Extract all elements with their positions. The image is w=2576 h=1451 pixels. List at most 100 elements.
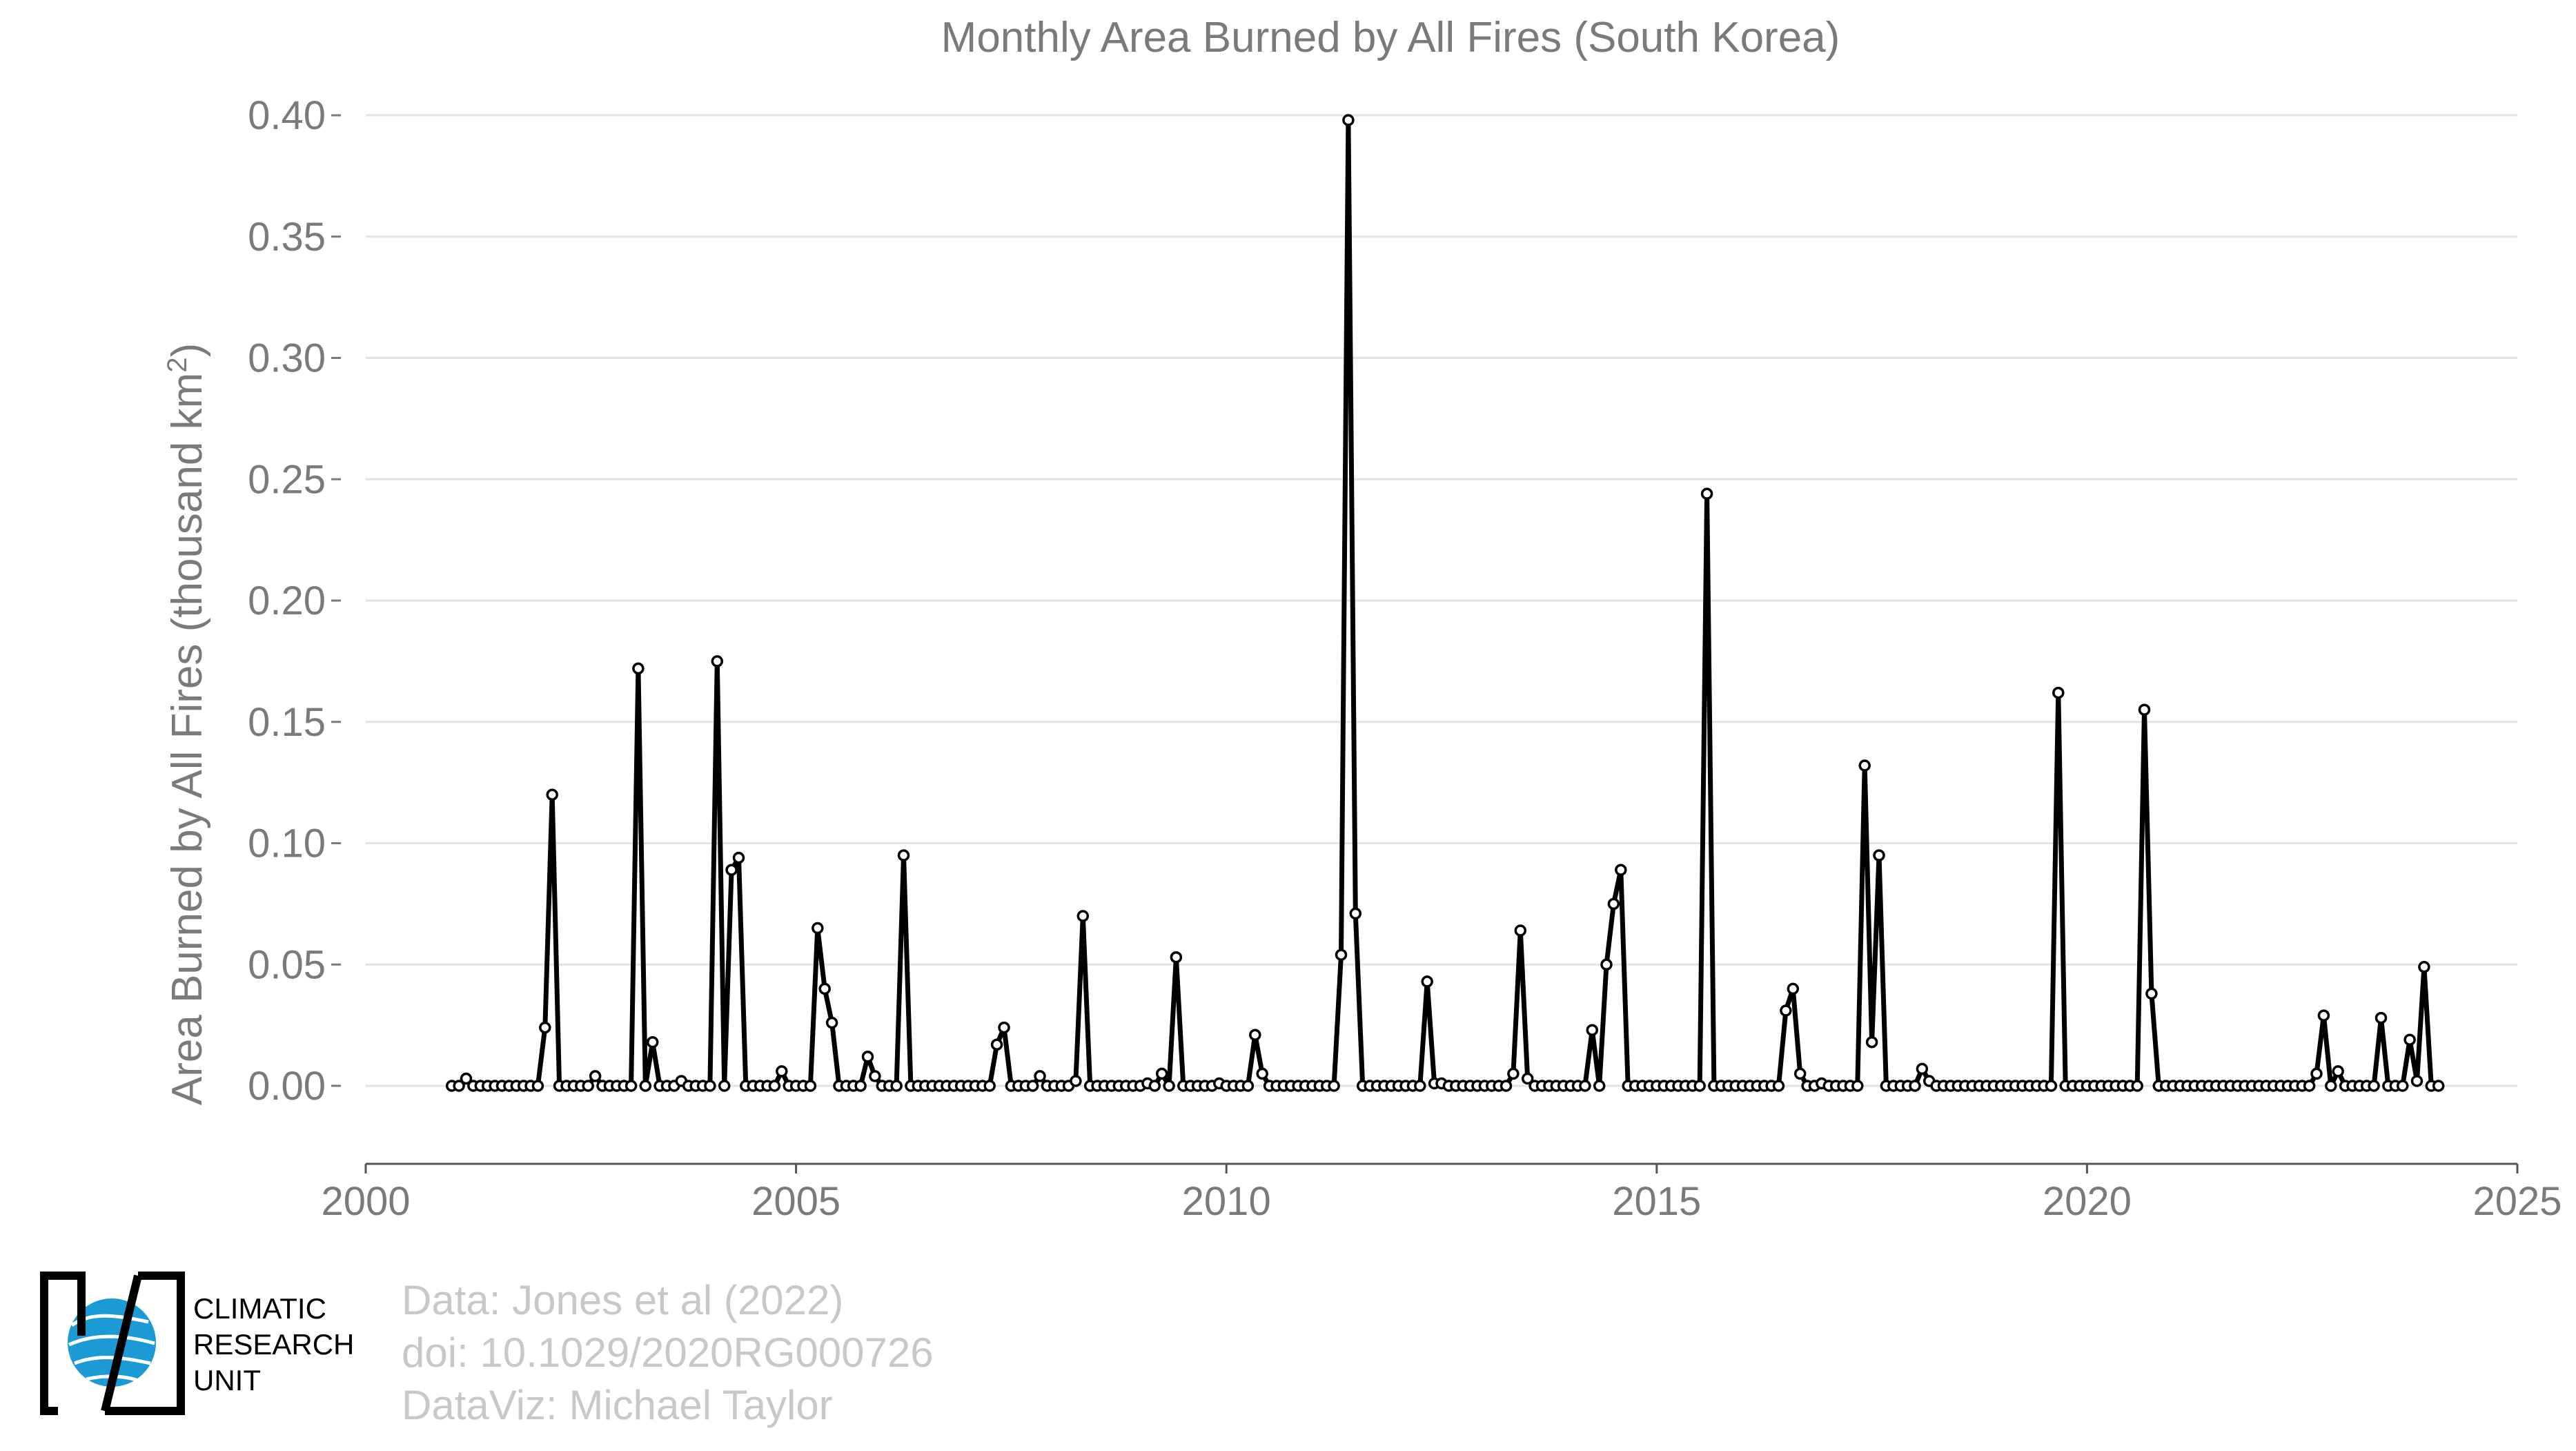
data-point <box>776 1065 788 1078</box>
data-point <box>1328 1080 1340 1092</box>
credit-dataviz: DataViz: Michael Taylor <box>402 1382 833 1428</box>
logo-line-2: RESEARCH <box>193 1328 355 1361</box>
data-point <box>1521 1072 1534 1085</box>
data-point <box>539 1021 551 1034</box>
x-tick-label: 2005 <box>751 1179 840 1224</box>
y-tick-label: 0.15 <box>248 700 326 745</box>
data-point <box>1772 1080 1785 1092</box>
data-point <box>711 655 724 668</box>
data-point <box>1500 1080 1513 1092</box>
data-point <box>1076 910 1090 922</box>
data-point <box>2317 1009 2330 1022</box>
y-axis-title: Area Burned by All Fires (thousand km2) <box>162 343 211 1105</box>
data-point <box>2052 686 2065 699</box>
data-point <box>1700 487 1713 500</box>
data-point <box>1787 982 1800 995</box>
chart-title: Monthly Area Burned by All Fires (South … <box>941 14 1840 61</box>
data-point <box>1256 1067 1268 1080</box>
data-point <box>582 1080 594 1092</box>
y-tick-label: 0.10 <box>248 821 326 866</box>
data-point <box>1579 1080 1591 1092</box>
data-point <box>2131 1080 2143 1092</box>
y-axis: 0.00 0.05 0.10 0.15 0.20 0.25 0.30 0.35 0.40 <box>248 93 341 1109</box>
data-point <box>2138 703 2151 716</box>
data-point <box>625 1080 638 1092</box>
data-point <box>632 662 645 675</box>
data-point <box>2375 1011 2388 1024</box>
data-point <box>1865 1035 1878 1049</box>
data-point <box>804 1080 817 1092</box>
data-point <box>1070 1075 1082 1087</box>
data-point <box>2396 1080 2409 1092</box>
data-point <box>2303 1080 2316 1092</box>
data-point <box>1170 951 1183 964</box>
y-tick-label: 0.20 <box>248 578 326 623</box>
cru-logo <box>40 1272 185 1415</box>
y-tick-label: 0.25 <box>248 457 326 502</box>
data-point <box>2325 1080 2337 1092</box>
data-point <box>453 1080 465 1092</box>
data-point <box>1600 958 1613 971</box>
y-axis-title-text: Area Burned by All Fires (thousand km <box>164 373 211 1105</box>
data-point <box>897 849 910 861</box>
data-point <box>531 1080 544 1092</box>
data-point <box>725 864 738 876</box>
data-point <box>546 788 558 801</box>
data-point <box>2403 1033 2416 1046</box>
x-tick-label: 2010 <box>1182 1179 1271 1224</box>
data-point <box>2310 1067 2323 1080</box>
y-tick-label: 0.40 <box>248 93 326 138</box>
data-point <box>1615 864 1627 876</box>
data-point <box>983 1080 996 1092</box>
data-point <box>990 1038 1003 1051</box>
data-point <box>2045 1080 2058 1092</box>
data-point <box>1693 1080 1706 1092</box>
logo-bracket-right <box>105 1272 185 1415</box>
data-point <box>460 1072 473 1085</box>
data-point <box>1586 1024 1599 1036</box>
data-point <box>825 1016 838 1029</box>
logo-line-3: UNIT <box>193 1364 261 1396</box>
data-point <box>2145 987 2158 1000</box>
data-point <box>1241 1080 1255 1092</box>
data-point <box>1421 975 1433 988</box>
y-tick-label: 0.05 <box>248 942 326 987</box>
credit-doi: doi: 10.1029/2020RG000726 <box>402 1330 934 1376</box>
data-point <box>861 1051 874 1063</box>
data-point <box>1163 1080 1175 1092</box>
data-point <box>718 1080 731 1092</box>
data-point <box>768 1080 781 1092</box>
data-point <box>1851 1080 1864 1092</box>
data-point <box>1607 897 1620 910</box>
data-point <box>1514 924 1527 937</box>
data-point <box>1909 1080 1921 1092</box>
data-point <box>1858 759 1871 772</box>
logo-slash <box>77 1274 142 1412</box>
y-axis-title-suffix: ) <box>164 343 211 358</box>
data-point <box>854 1080 867 1092</box>
x-axis: 2000 2005 2010 2015 2020 2025 <box>321 1162 2562 1224</box>
data-point <box>890 1080 903 1092</box>
data-point <box>1414 1080 1426 1092</box>
data-point <box>869 1070 881 1082</box>
data-point <box>998 1021 1010 1034</box>
x-tick-label: 2000 <box>321 1179 410 1224</box>
data-point <box>1155 1067 1168 1080</box>
data-point <box>646 1035 659 1049</box>
data-point <box>732 851 745 864</box>
logo-text: CLIMATIC RESEARCH UNIT <box>193 1291 354 1399</box>
series-line <box>451 117 2439 1089</box>
y-tick-label: 0.30 <box>248 336 326 381</box>
gridlines <box>366 114 2517 1087</box>
data-point <box>1148 1080 1161 1092</box>
data-point <box>2418 961 2430 973</box>
data-point <box>2368 1080 2380 1092</box>
data-point <box>1916 1062 1929 1075</box>
credit-data: Data: Jones et al (2022) <box>402 1277 844 1323</box>
y-axis-title-superscript: 2 <box>162 358 193 373</box>
data-point <box>589 1070 602 1082</box>
data-point <box>1034 1070 1046 1082</box>
data-point <box>1780 1004 1792 1017</box>
x-tick-label: 2020 <box>2043 1179 2132 1224</box>
